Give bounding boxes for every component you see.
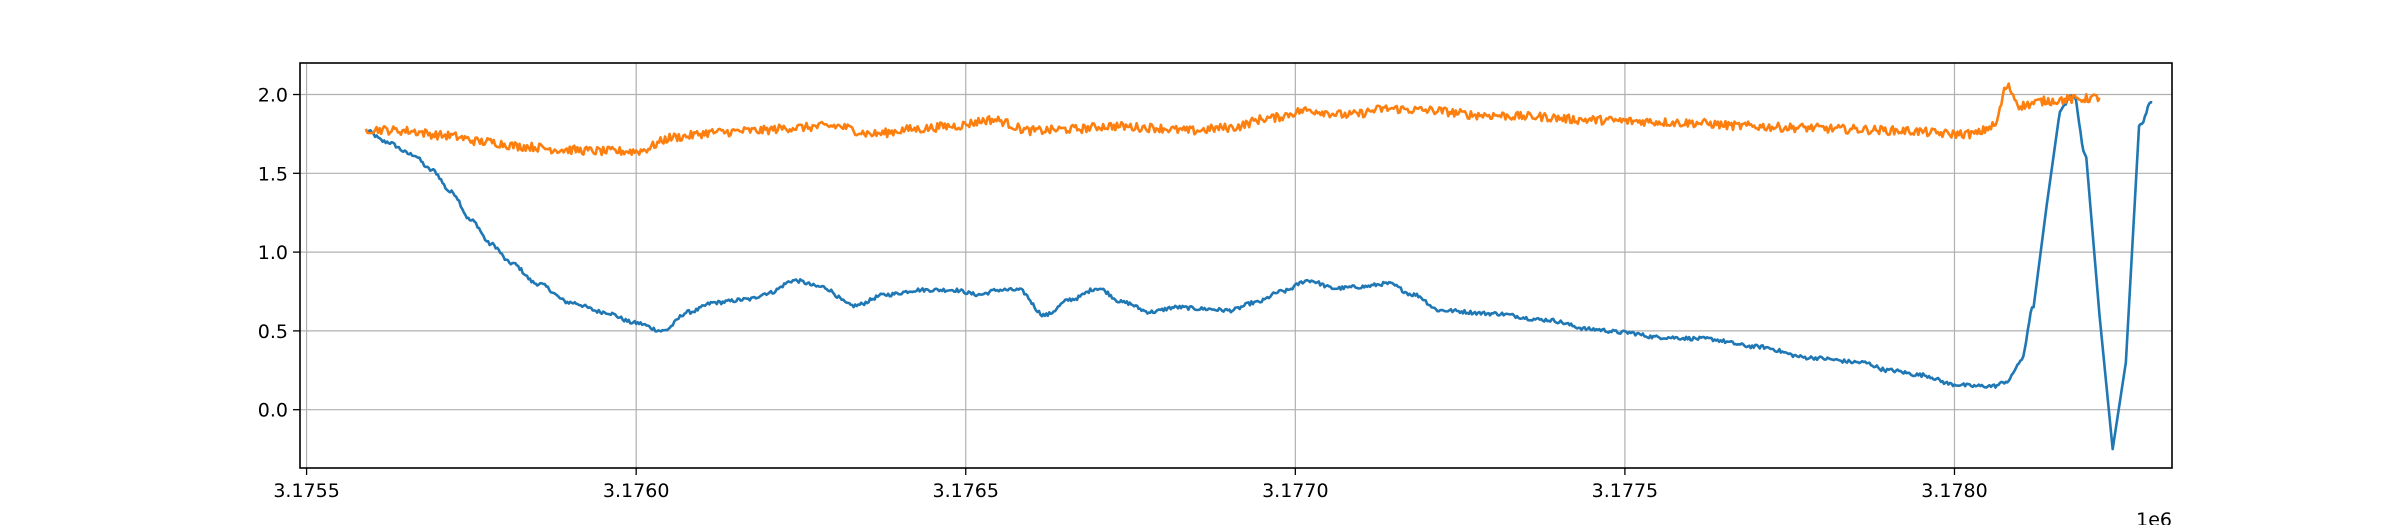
x-tick-label: 3.1770 [1262, 480, 1328, 502]
y-tick-label: 1.0 [258, 242, 288, 264]
y-tick-label: 2.0 [258, 85, 288, 107]
series-lines [364, 82, 2153, 451]
x-tick-label: 3.1760 [603, 480, 669, 502]
x-tick-label: 3.1765 [933, 480, 999, 502]
x-offset-label: 1e6 [2136, 509, 2172, 525]
axes-frame [299, 62, 2173, 469]
series-line-2 [364, 82, 2101, 157]
grid [300, 63, 2172, 468]
ticks: 3.1755 3.1760 3.1765 3.1770 3.1775 3.1780 0.0 0… [258, 85, 1988, 502]
x-tick-label: 3.1780 [1921, 480, 1987, 502]
y-tick-label: 1.5 [258, 163, 288, 185]
y-tick-label: 0.0 [258, 400, 288, 422]
x-tick-label: 3.1775 [1592, 480, 1658, 502]
x-tick-label: 3.1755 [273, 480, 339, 502]
series-line-1 [365, 94, 2153, 451]
y-tick-label: 0.5 [258, 321, 288, 343]
